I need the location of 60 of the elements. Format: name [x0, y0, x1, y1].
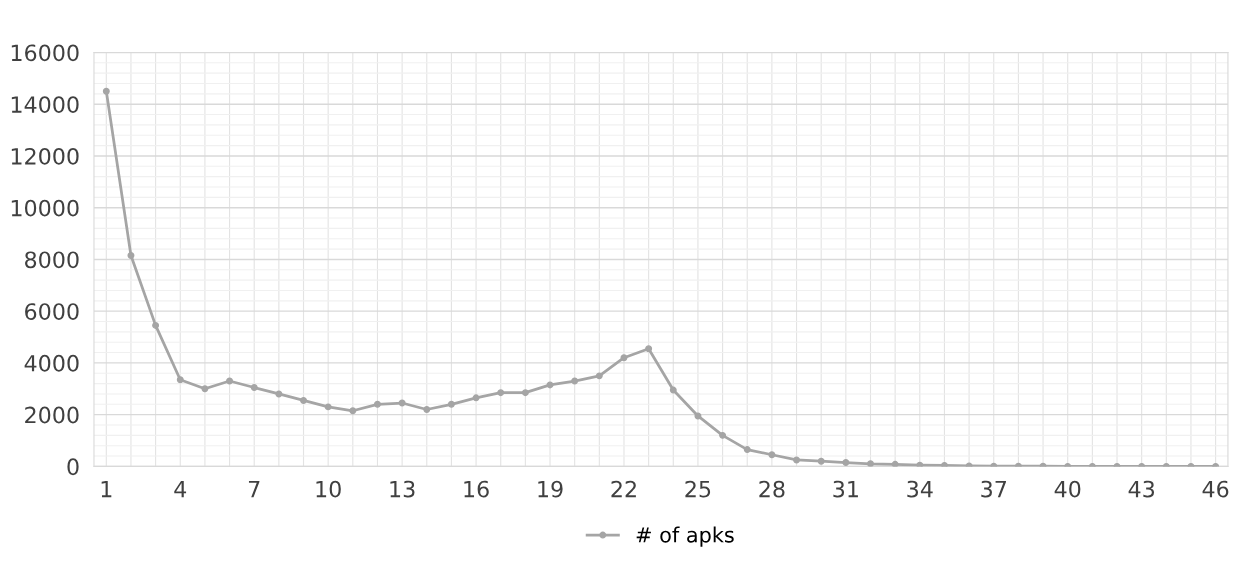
- point: [349, 407, 357, 415]
- point: [497, 389, 505, 397]
- x-tick-label: 19: [538, 480, 563, 498]
- point: [620, 354, 628, 362]
- y-tick-label: 2000: [25, 406, 79, 424]
- point: [152, 321, 160, 329]
- y-tick-label: 10000: [11, 199, 79, 217]
- y-tick-label: 4000: [24, 354, 79, 372]
- y-tick-label: 14000: [11, 96, 79, 113]
- point: [127, 252, 135, 260]
- x-tick-label: 43: [1128, 480, 1155, 498]
- point: [793, 456, 801, 464]
- y-tick-label: 16000: [11, 44, 79, 62]
- point: [842, 459, 850, 466]
- x-tick-label: 46: [1202, 480, 1229, 498]
- point: [669, 386, 677, 394]
- point: [571, 377, 579, 385]
- point: [300, 396, 307, 404]
- point: [743, 446, 751, 454]
- x-tick-label: 16: [464, 480, 489, 498]
- point: [201, 385, 209, 393]
- x-tick-label: 28: [759, 480, 785, 498]
- point: [891, 460, 899, 467]
- point: [423, 406, 431, 413]
- point: [324, 403, 332, 411]
- x-tick-label: 1: [101, 480, 112, 498]
- point: [373, 400, 381, 408]
- x-tick-label: 25: [685, 480, 711, 498]
- legend-label: # of apks: [636, 526, 734, 547]
- y-tick-label: 6000: [25, 303, 79, 320]
- point: [768, 451, 776, 459]
- x-tick-label: 37: [981, 480, 1006, 498]
- point: [472, 394, 480, 402]
- point: [719, 431, 727, 439]
- point: [176, 376, 184, 384]
- x-tick-label: 40: [1054, 480, 1081, 498]
- point: [916, 461, 924, 467]
- point: [940, 461, 948, 467]
- point: [546, 381, 554, 389]
- x-tick-label: 7: [248, 480, 260, 498]
- point: [398, 399, 406, 407]
- y-tick-label: 0: [67, 458, 79, 476]
- point: [275, 390, 283, 398]
- point: [447, 400, 455, 408]
- point: [521, 389, 529, 397]
- x-tick-label: 22: [611, 480, 636, 498]
- y-tick-label: 8000: [25, 251, 79, 269]
- point: [645, 345, 653, 353]
- x-tick-label: 10: [316, 480, 341, 498]
- x-tick-label: 4: [174, 480, 187, 498]
- point: [817, 457, 825, 465]
- y-tick-label: 12000: [11, 147, 79, 165]
- point: [867, 460, 874, 467]
- x-tick-label: 31: [833, 480, 858, 498]
- point: [694, 412, 702, 420]
- point: [595, 372, 603, 380]
- point: [226, 377, 234, 385]
- x-tick-label: 13: [390, 480, 415, 498]
- point: [250, 384, 258, 391]
- x-tick-label: 34: [907, 480, 933, 498]
